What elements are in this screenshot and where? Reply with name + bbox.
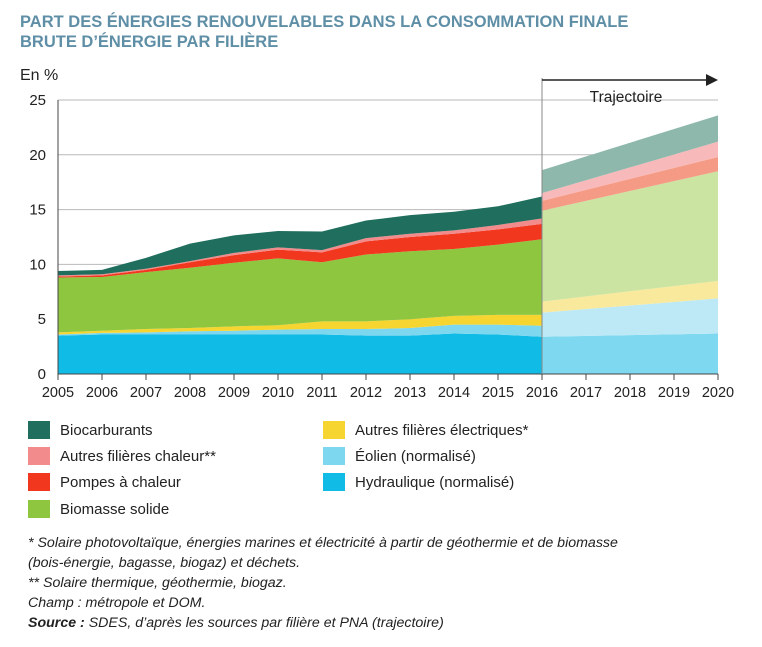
source-label: Source :	[28, 615, 85, 631]
x-tick-label-2017: 2017	[570, 385, 602, 401]
legend-label: Hydraulique (normalisé)	[355, 473, 515, 491]
trajectory-arrow-head	[706, 74, 718, 86]
x-tick-label-2008: 2008	[174, 385, 206, 401]
x-tick-label-2020: 2020	[702, 385, 734, 401]
trajectory-label: Trajectoire	[590, 89, 663, 106]
legend-swatch	[28, 447, 50, 465]
legend-item-pompes: Pompes à chaleur	[28, 473, 181, 491]
legend-label: Biocarburants	[60, 421, 153, 439]
y-tick-label-0: 0	[38, 366, 46, 383]
chart-title-line2: BRUTE D’ÉNERGIE PAR FILIÈRE	[20, 33, 279, 51]
legend-swatch	[28, 421, 50, 439]
legend-label: Autres filières électriques*	[355, 421, 529, 439]
trajectory-area-autres-elec	[542, 280, 718, 313]
historical-area-hydraulique	[58, 333, 542, 374]
legend-item-autres-elec: Autres filières électriques*	[323, 421, 528, 439]
x-tick-label-2012: 2012	[350, 385, 382, 401]
historical-area-biomasse	[58, 239, 542, 333]
stacked-area-chart: En % 0 5 10 15 20 25 2005 2006 2007 2008 2009 2010 2…	[20, 67, 734, 401]
area-series	[58, 115, 718, 374]
x-tick-label-2009: 2009	[218, 385, 250, 401]
legend-label: Autres filières chaleur**	[60, 447, 216, 465]
legend-label: Pompes à chaleur	[60, 473, 181, 491]
trajectory-area-biocarburants	[542, 115, 718, 194]
legend-item-biomasse: Biomasse solide	[28, 500, 169, 518]
historical-area-eolien	[58, 324, 542, 337]
legend-item-hydraulique: Hydraulique (normalisé)	[323, 473, 514, 491]
legend-swatch	[28, 500, 50, 518]
historical-area-pompes	[58, 223, 542, 278]
axes: 0 5 10 15 20 25 2005 2006 2007 2008 2009 2010 2011 20…	[29, 92, 734, 401]
trajectory-annotation: Trajectoire	[541, 74, 718, 374]
footnotes: * Solaire photovoltaïque, énergies marin…	[28, 533, 748, 633]
x-tick-label-2005: 2005	[42, 385, 74, 401]
scope-note: Champ : métropole et DOM.	[28, 595, 206, 611]
footnote-1-line-2: (bois-énergie, bagasse, biogaz) et déche…	[28, 555, 301, 571]
y-tick-label-5: 5	[38, 311, 46, 328]
legend-swatch	[323, 473, 345, 491]
x-tick-label-2014: 2014	[438, 385, 470, 401]
footnote-1-line-1: * Solaire photovoltaïque, énergies marin…	[28, 535, 618, 551]
legend-swatch	[323, 421, 345, 439]
legend-label: Biomasse solide	[60, 500, 170, 518]
trajectory-area-autres-chaleur	[542, 141, 718, 201]
y-tick-label-15: 15	[29, 202, 46, 219]
x-tick-label-2019: 2019	[658, 385, 690, 401]
legend-item-biocarburants: Biocarburants	[28, 421, 153, 439]
x-tick-label-2016: 2016	[526, 385, 558, 401]
source-note: Source : SDES, d’après les sources par f…	[28, 613, 748, 633]
historical-area-autres-chaleur	[58, 218, 542, 277]
y-tick-label-25: 25	[29, 92, 46, 109]
chart-title: PART DES ÉNERGIES RENOUVELABLES DANS LA …	[20, 12, 750, 52]
x-tick-label-2006: 2006	[86, 385, 118, 401]
source-text: SDES, d’après les sources par filière et…	[84, 615, 444, 631]
historical-area-biocarburants	[58, 196, 542, 276]
trajectory-area-hydraulique	[542, 333, 718, 374]
legend-label: Éolien (normalisé)	[355, 447, 476, 465]
legend-swatch	[323, 447, 345, 465]
trajectory-area-biomasse	[542, 171, 718, 302]
x-tick-label-2015: 2015	[482, 385, 514, 401]
footnote-2: ** Solaire thermique, géothermie, biogaz…	[28, 575, 287, 591]
trajectory-area-pompes	[542, 156, 718, 211]
historical-area-autres-elec	[58, 314, 542, 335]
y-tick-label-20: 20	[29, 147, 46, 164]
legend-item-eolien: Éolien (normalisé)	[323, 447, 476, 465]
x-tick-label-2018: 2018	[614, 385, 646, 401]
y-axis-label: En %	[20, 67, 58, 84]
chart-title-line1: PART DES ÉNERGIES RENOUVELABLES DANS LA …	[20, 13, 629, 31]
legend: Biocarburants Autres filières chaleur** Po…	[28, 412, 748, 524]
x-tick-label-2013: 2013	[394, 385, 426, 401]
x-tick-label-2007: 2007	[130, 385, 162, 401]
x-tick-label-2010: 2010	[262, 385, 294, 401]
x-tick-label-2011: 2011	[306, 385, 337, 401]
trajectory-area-eolien	[542, 298, 718, 337]
legend-item-autres-chaleur: Autres filières chaleur**	[28, 447, 216, 465]
legend-swatch	[28, 473, 50, 491]
y-tick-label-10: 10	[29, 256, 46, 273]
